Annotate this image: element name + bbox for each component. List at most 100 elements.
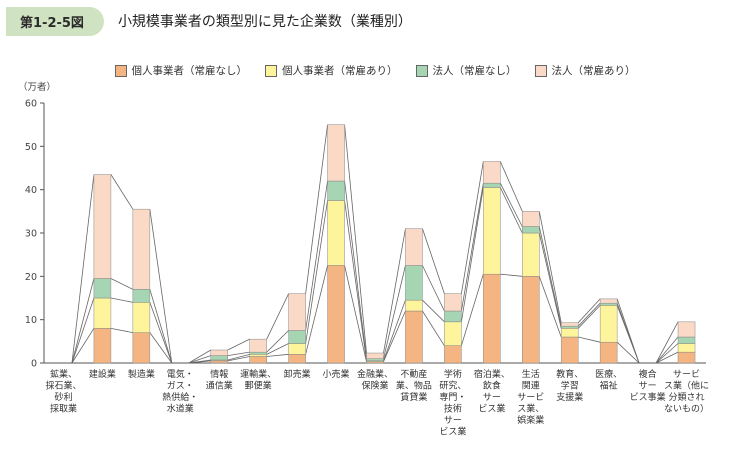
x-category-label-line: ビス事業: [630, 391, 666, 403]
connector-line: [422, 265, 445, 312]
bar-segment: [522, 232, 540, 277]
legend-swatch: [534, 64, 547, 77]
connector-line: [655, 343, 679, 364]
bar-segment: [249, 351, 267, 355]
connector-line: [110, 174, 134, 210]
x-category-label-line: サー: [444, 415, 462, 426]
x-category-label: 運輸業、郵便業: [240, 368, 276, 392]
connector-line: [538, 226, 562, 327]
bar-segment: [132, 289, 151, 303]
connector-line: [538, 232, 562, 329]
connector-line: [344, 265, 367, 362]
x-category-label-line: 教育、: [556, 368, 583, 380]
connector-line: [71, 278, 95, 364]
connector-line: [616, 298, 640, 364]
bar-segment: [483, 273, 501, 364]
legend-item: 個人事業者（常雇あり）: [265, 63, 398, 78]
legend-label: 法人（常雇あり）: [551, 65, 636, 77]
bar-segment: [210, 349, 228, 356]
x-category-label-line: 卸売業: [284, 368, 311, 380]
x-category-label-line: 医療、: [595, 368, 622, 380]
connector-line: [305, 180, 328, 331]
bar-segment: [327, 124, 345, 182]
legend-label: 法人（常雇なし）: [432, 65, 517, 77]
x-category-label-line: サービ: [517, 392, 544, 403]
connector-line: [188, 359, 211, 364]
x-category-label: 学術研究、専門・技術サービス業: [439, 368, 466, 438]
x-category-label: 建設業: [89, 368, 116, 380]
x-category-label-line: 学習: [561, 380, 579, 392]
x-category-label-line: 飲食: [483, 380, 501, 392]
x-category-label-line: 分類され: [669, 392, 705, 403]
x-category-label-line: 不動産: [400, 368, 427, 380]
x-category-label: 鉱業、採石業、砂利採取業: [45, 368, 81, 415]
connector-line: [577, 298, 601, 323]
legend-label: 個人事業者（常雇なし）: [131, 65, 248, 77]
bar-segment: [132, 208, 151, 290]
bar-segment: [288, 293, 306, 331]
legend-item: 法人（常雇なし）: [415, 63, 517, 78]
connector-line: [383, 300, 406, 361]
bar-segment: [560, 328, 579, 338]
connector-line: [344, 180, 367, 359]
connector-line: [266, 343, 289, 355]
x-category-label: 教育、学習支援業: [556, 368, 583, 403]
bar-segment: [677, 321, 696, 338]
connector-line: [227, 338, 250, 351]
bar-segment: [560, 322, 579, 327]
x-category-label-line: 砂利: [54, 391, 72, 403]
bar-segment: [444, 293, 462, 312]
connector-line: [577, 305, 601, 329]
x-category-label: 宿泊業、飲食サービス業: [474, 368, 510, 415]
x-category-label-line: 建設業: [89, 368, 116, 380]
x-category-label: 製造業: [128, 368, 155, 380]
figure-number: 第1-2-5図: [6, 6, 104, 36]
bar-segment: [288, 343, 306, 355]
x-category-label-line: 採取業: [50, 403, 77, 415]
connector-line: [655, 321, 679, 364]
connector-line: [110, 297, 133, 303]
bar-segment: [249, 354, 267, 357]
legend-item: 個人事業者（常雇なし）: [114, 63, 248, 78]
x-category-label: 不動産業、物品賃貸業: [396, 368, 432, 403]
connector-line: [460, 187, 484, 322]
y-tick-label: 20: [25, 272, 37, 283]
bar-segment: [288, 330, 306, 344]
connector-line: [71, 174, 95, 364]
connector-line: [266, 353, 289, 357]
connector-line: [305, 200, 328, 344]
bar-segment: [405, 310, 423, 364]
connector-line: [383, 228, 406, 354]
x-category-label: 小売業: [323, 368, 350, 380]
bar-segment: [522, 226, 540, 234]
bar-segment: [366, 358, 384, 362]
x-category-label-line: ビス業: [439, 426, 466, 438]
bar-segment: [210, 360, 228, 364]
connector-line: [305, 265, 328, 355]
connector-line: [188, 355, 211, 364]
x-category-label-line: 通信業: [206, 380, 233, 392]
connector-line: [305, 124, 328, 294]
bar-segment: [327, 180, 345, 201]
connector-line: [422, 228, 445, 294]
x-category-label: 金融業、保険業: [357, 368, 393, 392]
bar-segment: [677, 343, 696, 353]
x-category-label: サービス業（他に分類されないもの）: [664, 369, 709, 415]
x-category-label-line: 賃貸業: [400, 391, 427, 403]
x-category-label-line: 小売業: [323, 368, 350, 380]
connector-line: [266, 330, 289, 353]
x-category-label-line: 学術: [444, 368, 462, 380]
connector-line: [655, 336, 679, 364]
bar-segment: [405, 299, 423, 312]
bar-segment: [560, 336, 579, 364]
bar-segment: [249, 356, 267, 364]
x-category-label-line: 福祉: [600, 380, 618, 392]
x-category-label: 複合サービス事業: [630, 368, 666, 403]
x-category-label-line: 関連: [522, 380, 540, 392]
connector-line: [499, 182, 523, 227]
bar-segment: [93, 297, 112, 329]
x-category-label-line: ガス・: [167, 381, 194, 392]
x-category-label: 卸売業: [284, 368, 311, 380]
y-tick-label: 60: [25, 99, 37, 110]
x-category-label-line: 技術: [444, 403, 462, 415]
